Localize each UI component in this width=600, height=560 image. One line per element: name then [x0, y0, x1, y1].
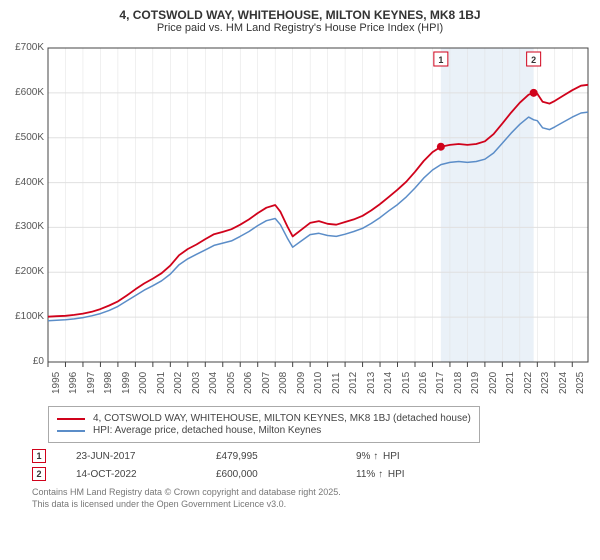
sale-badge: 2: [32, 467, 46, 481]
sale-diff: 11% HPI: [356, 469, 496, 480]
sale-row: 1 23-JUN-2017£479,9959% HPI: [32, 449, 592, 463]
y-axis-tick-label: £200K: [4, 266, 44, 277]
x-axis-tick-label: 1999: [121, 372, 132, 394]
sales-table: 1 23-JUN-2017£479,9959% HPI 2 14-OCT-2022£6…: [8, 449, 592, 481]
x-axis-tick-label: 2007: [261, 372, 272, 394]
x-axis-tick-label: 2018: [453, 372, 464, 394]
x-axis-tick-label: 2021: [505, 372, 516, 394]
up-arrow-icon: [378, 469, 385, 480]
x-axis-tick-label: 1995: [51, 372, 62, 394]
sale-date: 23-JUN-2017: [76, 451, 216, 462]
x-axis-tick-label: 2011: [331, 372, 342, 394]
x-axis-tick-label: 2017: [435, 372, 446, 394]
y-axis-tick-label: £300K: [4, 221, 44, 232]
y-axis-tick-label: £500K: [4, 132, 44, 143]
x-axis-tick-label: 2003: [191, 372, 202, 394]
x-axis-tick-label: 2023: [540, 372, 551, 394]
sale-price: £600,000: [216, 469, 356, 480]
y-axis-tick-label: £700K: [4, 42, 44, 53]
legend-item: HPI: Average price, detached house, Milt…: [57, 425, 471, 436]
x-axis-tick-label: 2013: [366, 372, 377, 394]
sale-badge: 1: [32, 449, 46, 463]
x-axis-tick-label: 1998: [103, 372, 114, 394]
x-axis-tick-label: 2025: [575, 372, 586, 394]
x-axis-tick-label: 2001: [156, 372, 167, 394]
y-axis-tick-label: £0: [4, 356, 44, 367]
legend-label: 4, COTSWOLD WAY, WHITEHOUSE, MILTON KEYN…: [93, 413, 471, 424]
legend-label: HPI: Average price, detached house, Milt…: [93, 425, 321, 436]
legend-box: 4, COTSWOLD WAY, WHITEHOUSE, MILTON KEYN…: [48, 406, 480, 443]
x-axis-tick-label: 2012: [348, 372, 359, 394]
x-axis-tick-label: 1996: [68, 372, 79, 394]
footnote-line: This data is licensed under the Open Gov…: [32, 499, 592, 511]
chart-container: 4, COTSWOLD WAY, WHITEHOUSE, MILTON KEYN…: [0, 0, 600, 560]
x-axis-tick-label: 2010: [313, 372, 324, 394]
x-axis-tick-label: 2024: [558, 372, 569, 394]
x-axis-tick-label: 2020: [488, 372, 499, 394]
legend-item: 4, COTSWOLD WAY, WHITEHOUSE, MILTON KEYN…: [57, 413, 471, 424]
x-axis-tick-label: 2004: [208, 372, 219, 394]
x-axis-tick-label: 2014: [383, 372, 394, 394]
chart-svg: 12: [8, 40, 592, 400]
footnote-line: Contains HM Land Registry data © Crown c…: [32, 487, 592, 499]
x-axis-tick-label: 2022: [523, 372, 534, 394]
up-arrow-icon: [373, 451, 380, 462]
x-axis-tick-label: 2006: [243, 372, 254, 394]
x-axis-tick-label: 2016: [418, 372, 429, 394]
x-axis-tick-label: 2002: [173, 372, 184, 394]
legend-swatch: [57, 430, 85, 432]
footnote: Contains HM Land Registry data © Crown c…: [32, 487, 592, 510]
x-axis-tick-label: 2015: [401, 372, 412, 394]
chart-subtitle: Price paid vs. HM Land Registry's House …: [8, 22, 592, 34]
legend-swatch: [57, 418, 85, 420]
x-axis-tick-label: 2009: [296, 372, 307, 394]
svg-text:2: 2: [531, 55, 536, 65]
x-axis-tick-label: 2008: [278, 372, 289, 394]
y-axis-tick-label: £400K: [4, 177, 44, 188]
sale-diff: 9% HPI: [356, 451, 496, 462]
x-axis-tick-label: 1997: [86, 372, 97, 394]
sale-date: 14-OCT-2022: [76, 469, 216, 480]
chart-title: 4, COTSWOLD WAY, WHITEHOUSE, MILTON KEYN…: [8, 8, 592, 22]
x-axis-tick-label: 2005: [226, 372, 237, 394]
chart-plot-area: 12 £0£100K£200K£300K£400K£500K£600K£700K…: [8, 40, 592, 400]
y-axis-tick-label: £600K: [4, 87, 44, 98]
svg-text:1: 1: [438, 55, 443, 65]
sale-price: £479,995: [216, 451, 356, 462]
y-axis-tick-label: £100K: [4, 311, 44, 322]
x-axis-tick-label: 2019: [470, 372, 481, 394]
sale-row: 2 14-OCT-2022£600,00011% HPI: [32, 467, 592, 481]
x-axis-tick-label: 2000: [138, 372, 149, 394]
